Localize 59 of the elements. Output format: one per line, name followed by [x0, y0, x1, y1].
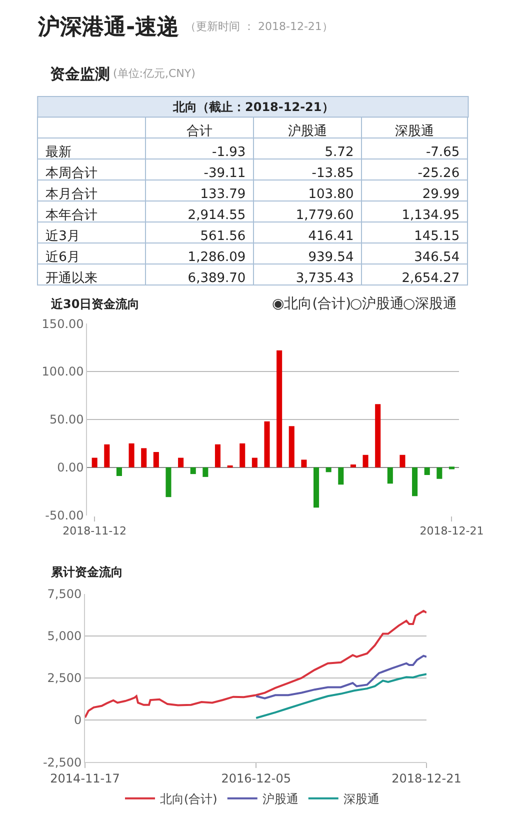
category-label: 深股通: [395, 124, 434, 139]
text: 29.99: [422, 186, 460, 202]
y-tick-label: 0: [74, 713, 82, 728]
text: ◉北向(合计): [272, 296, 352, 312]
text: 145.15: [414, 228, 460, 244]
x-tick-label: 2014-11-17: [50, 771, 120, 786]
text: 1,779.60: [296, 208, 354, 223]
category-label: 合计: [186, 124, 213, 139]
x-tick-label: 2018-12-21: [420, 524, 484, 538]
text: 561.56: [200, 228, 246, 244]
text: 1,134.95: [402, 208, 460, 223]
text: 103.80: [308, 186, 354, 202]
text: -13.85: [312, 166, 354, 181]
legend-label: 深股通: [343, 792, 380, 806]
text: 6,389.70: [188, 270, 246, 286]
text: 416.41: [308, 228, 354, 244]
text: 1,286.09: [188, 250, 246, 265]
category-label: 最新: [46, 144, 72, 160]
text: 133.79: [200, 186, 246, 202]
category-label: 开通以来: [46, 270, 98, 286]
text: 2,654.27: [402, 270, 460, 286]
category-label: 本年合计: [46, 208, 98, 223]
y-tick-label: -2,500: [42, 755, 82, 770]
text: 北向（截止：2018-12-21）: [172, 100, 334, 114]
y-tick-label: 0.00: [57, 460, 84, 475]
legend-label: 沪股通: [262, 792, 298, 806]
text: -1.93: [212, 144, 246, 160]
y-tick-label: 150.00: [42, 316, 84, 331]
text: -39.11: [204, 166, 246, 181]
x-tick-label: 2018-12-21: [392, 771, 462, 786]
y-tick-label: 50.00: [49, 412, 84, 427]
text: 346.54: [414, 250, 460, 265]
text: -7.65: [426, 144, 460, 160]
text: ○深股通: [403, 296, 458, 312]
chart-title: 近30日资金流向: [50, 297, 140, 311]
y-tick-label: -50.00: [45, 508, 84, 522]
text: 沪深港通-速递: [37, 14, 180, 40]
text: -25.26: [418, 166, 460, 181]
text: 2,914.55: [188, 208, 246, 223]
x-tick-label: 2018-11-12: [62, 524, 127, 538]
text: 3,735.43: [296, 270, 354, 286]
y-tick-label: 5,000: [47, 629, 82, 644]
text: ○沪股通: [350, 296, 404, 312]
text: 5.72: [324, 144, 354, 160]
category-label: 近6月: [46, 250, 80, 265]
text: 939.54: [308, 250, 354, 265]
x-tick-label: 2016-12-05: [221, 771, 291, 786]
text: (单位:亿元,CNY): [113, 67, 196, 80]
text: 资金监测: [50, 65, 110, 83]
category-label: 近3月: [46, 228, 80, 244]
y-tick-label: 100.00: [42, 364, 84, 379]
legend-label: 北向(合计): [160, 792, 218, 806]
y-tick-label: 2,500: [47, 671, 82, 686]
category-label: 沪股通: [288, 122, 328, 139]
category-label: 本周合计: [46, 166, 98, 181]
text: （更新时间 ： 2018-12-21）: [185, 20, 333, 33]
chart-title: 累计资金流向: [50, 565, 123, 579]
y-tick-label: 7,500: [47, 587, 82, 602]
category-label: 本月合计: [46, 186, 98, 202]
